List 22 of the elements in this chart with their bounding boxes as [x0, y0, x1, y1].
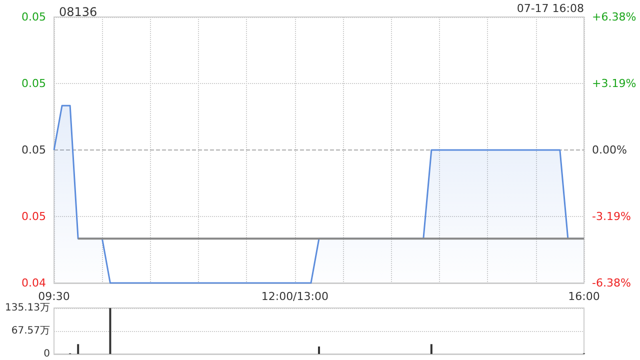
- text: 07-17 16:08: [516, 2, 584, 15]
- x-tick-label: 12:00/13:00: [261, 290, 328, 303]
- bar: [77, 344, 80, 354]
- x-tick-label: 16:00: [568, 290, 600, 303]
- y2-tick-label: -6.38%: [592, 276, 631, 290]
- y-tick-label: 0.05: [22, 144, 46, 156]
- y2-tick-label: -3.19%: [592, 210, 631, 223]
- bar: [318, 346, 320, 354]
- y-tick-label: 0: [44, 348, 50, 360]
- y-tick-label: 0.04: [22, 276, 46, 290]
- y2-tick-label: +3.19%: [592, 77, 636, 90]
- y-tick-label: 135.13万: [5, 302, 50, 314]
- y2-tick-label: +6.38%: [592, 10, 636, 24]
- bar: [109, 308, 112, 354]
- y-tick-label: 0.05: [22, 77, 46, 90]
- y2-tick-label: 0.00%: [592, 144, 627, 156]
- y-tick-label: 0.05: [22, 10, 46, 24]
- y-tick-label: 0.05: [22, 210, 46, 223]
- x-tick-label: 09:30: [38, 290, 70, 303]
- chart-title: 08136: [59, 5, 98, 19]
- bar: [430, 344, 432, 354]
- y-tick-label: 67.57万: [11, 326, 50, 336]
